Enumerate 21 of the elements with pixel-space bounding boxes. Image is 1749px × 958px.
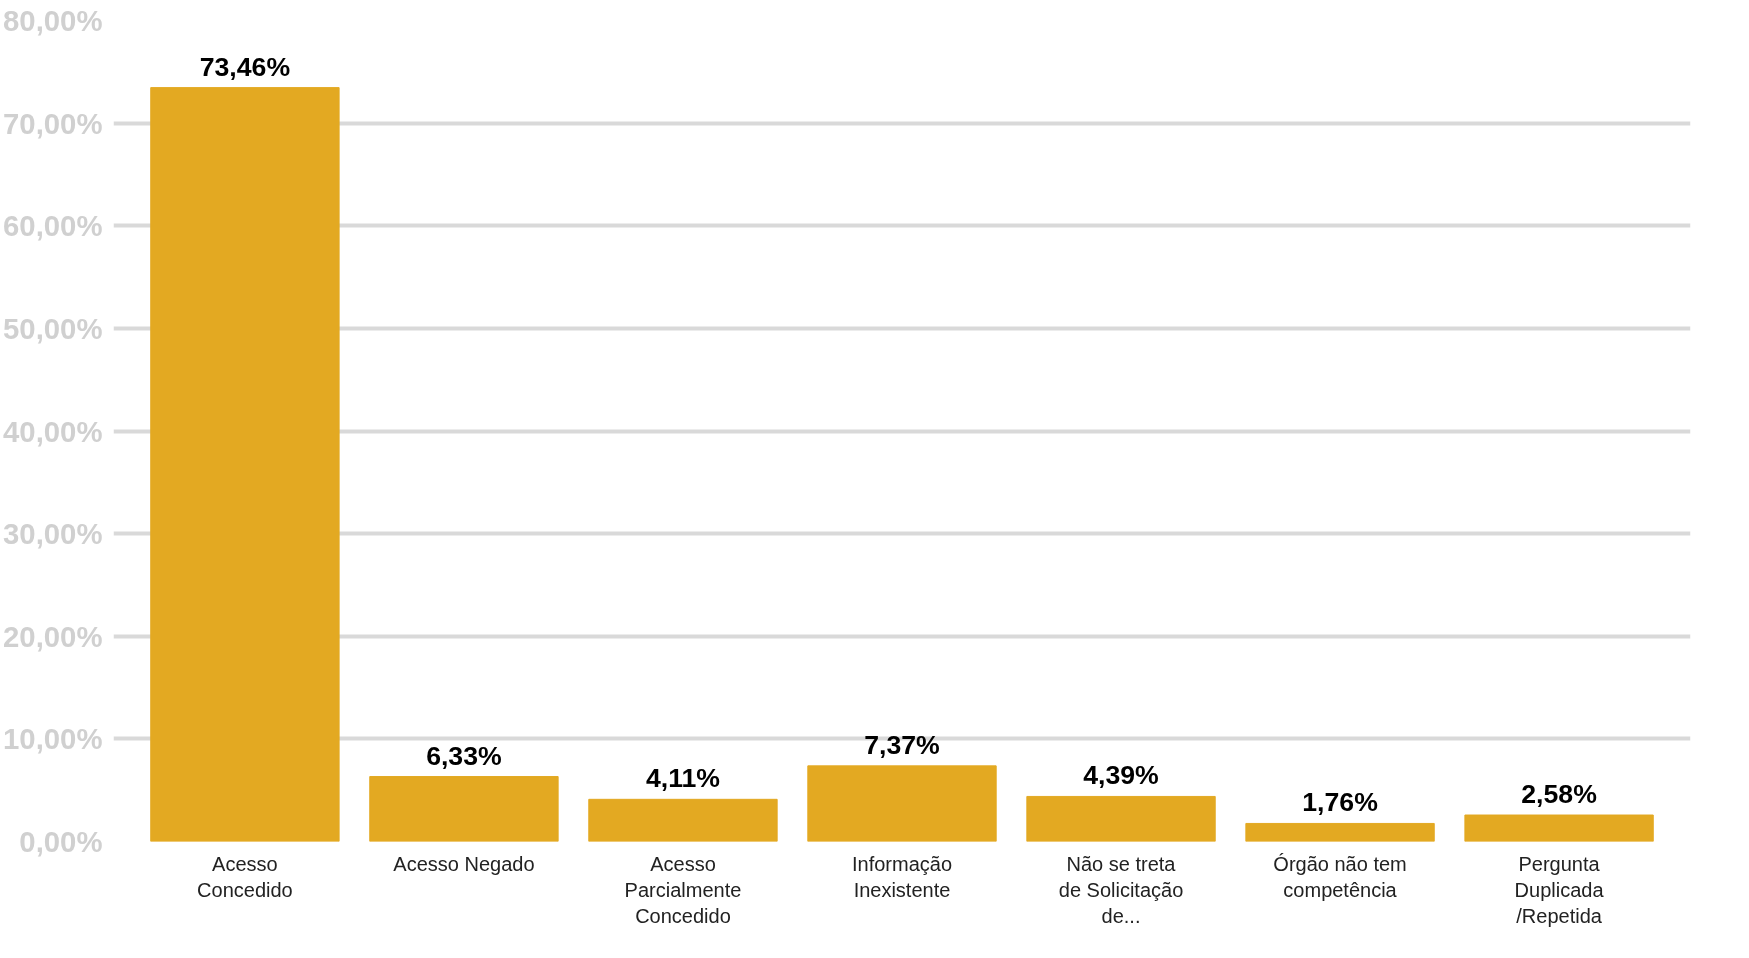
x-tick-label: Órgão não tem competência (1273, 852, 1407, 901)
data-label: 2,58% (1521, 779, 1597, 810)
x-tick-label: Pergunta Duplicada /Repetida (1514, 852, 1605, 928)
x-tick-label: Não se treta de Solicitação de... (1058, 852, 1184, 928)
data-label: 7,37% (864, 729, 940, 760)
data-label: 4,11% (645, 763, 721, 794)
bar (369, 776, 559, 842)
bar (807, 765, 997, 842)
bar (1464, 814, 1654, 842)
data-label: 73,46% (199, 51, 291, 82)
bar (1026, 795, 1216, 842)
x-tick-label: Acesso Concedido (197, 852, 293, 901)
x-tick-label: Informação Inexistente (851, 852, 953, 901)
bar (1245, 822, 1435, 842)
data-label: 1,76% (1302, 787, 1378, 818)
x-tick-label: Acesso Parcialmente Concedido (624, 852, 742, 928)
data-label: 6,33% (426, 740, 502, 771)
x-tick-label: Acesso Negado (393, 852, 535, 875)
data-label: 4,39% (1083, 760, 1159, 791)
bar (588, 798, 778, 842)
bar (150, 87, 340, 842)
